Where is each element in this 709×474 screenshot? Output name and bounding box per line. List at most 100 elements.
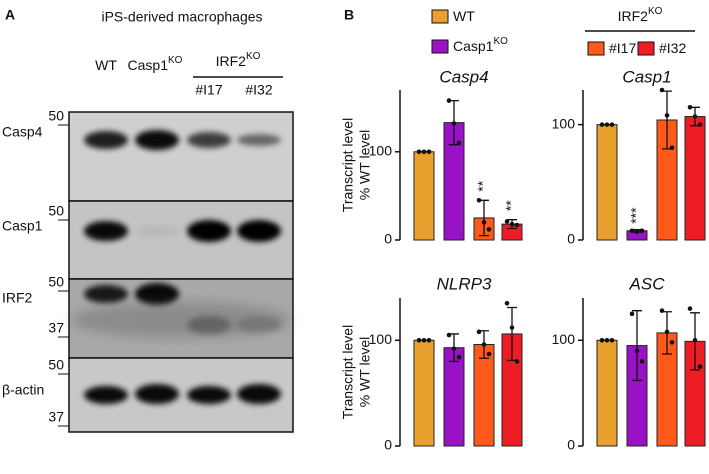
legend-label: #I17 xyxy=(609,40,636,56)
bar xyxy=(596,124,618,241)
chart-title: Casp4 xyxy=(439,67,488,86)
data-point xyxy=(481,220,487,225)
data-point xyxy=(599,122,605,127)
data-point xyxy=(664,329,670,335)
blot-name: IRF2 xyxy=(2,290,33,306)
lane-label: #I32 xyxy=(245,82,272,98)
data-point xyxy=(629,311,635,317)
chart-title: NLRP3 xyxy=(437,274,492,293)
data-point xyxy=(604,337,610,343)
data-point xyxy=(687,105,693,110)
blot-band xyxy=(187,132,231,148)
blot-band xyxy=(84,131,128,149)
data-point xyxy=(629,228,635,234)
significance: ** xyxy=(475,180,491,191)
bar xyxy=(596,339,618,447)
data-point xyxy=(697,122,703,127)
data-point xyxy=(609,122,615,127)
blot-band xyxy=(237,134,281,146)
legend-swatch xyxy=(637,41,655,56)
blot-band xyxy=(84,285,128,303)
error-bar xyxy=(632,310,642,382)
data-point xyxy=(421,149,427,155)
group-label-sup: KO xyxy=(246,51,261,62)
data-point xyxy=(692,337,698,343)
data-point xyxy=(604,122,610,127)
data-point xyxy=(486,351,492,357)
data-point xyxy=(451,121,457,126)
data-point xyxy=(456,354,462,360)
data-point xyxy=(486,227,492,232)
y-tick-label: 0 xyxy=(384,437,392,453)
data-point xyxy=(639,228,645,234)
blot-band xyxy=(135,283,179,305)
group-label-base: IRF2 xyxy=(216,53,247,69)
blot-frame xyxy=(68,357,294,433)
y-axis-label: Transcript level xyxy=(340,325,356,419)
significance: *** xyxy=(628,207,644,224)
legend-label: #I32 xyxy=(659,40,686,56)
y-tick-label: 100 xyxy=(369,142,393,158)
data-point xyxy=(421,337,427,343)
data-point xyxy=(509,325,515,330)
bar xyxy=(473,344,495,447)
marker-label: 50 xyxy=(48,357,64,373)
blot-band xyxy=(84,386,128,404)
marker-label: 50 xyxy=(48,203,64,219)
legend-label-base: #I17 xyxy=(609,40,636,56)
blot-name: Casp4 xyxy=(2,124,43,140)
group-label: IRF2KO xyxy=(216,51,261,69)
panel-title: iPS-derived macrophages xyxy=(101,9,262,25)
data-point xyxy=(634,348,640,354)
lane-label-base: WT xyxy=(95,57,117,73)
y-tick-label: 0 xyxy=(567,437,575,453)
marker-label: 50 xyxy=(48,108,64,124)
data-point xyxy=(697,364,703,370)
data-point xyxy=(664,113,670,118)
blot-band xyxy=(187,386,231,404)
lane-label-base: Casp1 xyxy=(128,57,169,73)
legend-label: Casp1KO xyxy=(453,36,508,54)
blot-band xyxy=(237,220,281,242)
lane-label: #I17 xyxy=(195,82,222,98)
y-axis-label: Transcript level xyxy=(340,118,356,212)
blot-band xyxy=(84,221,128,241)
blot-band xyxy=(135,130,179,150)
marker-label: 37 xyxy=(48,409,64,425)
chart-title: Casp1 xyxy=(622,67,671,86)
blot-background xyxy=(69,112,293,201)
y-tick-label: 100 xyxy=(369,331,393,347)
data-point xyxy=(669,145,675,150)
y-tick-label: 0 xyxy=(384,231,392,247)
significance: ** xyxy=(503,200,519,211)
data-point xyxy=(509,221,515,227)
legend-label-base: #I32 xyxy=(659,40,686,56)
y-tick-label: 100 xyxy=(552,115,576,131)
data-point xyxy=(599,337,605,343)
data-point xyxy=(416,149,422,155)
blot-band xyxy=(135,225,179,237)
data-point xyxy=(504,300,510,306)
marker-label: 37 xyxy=(48,320,64,336)
legend-label: WT xyxy=(453,8,475,24)
lane-label-sup: KO xyxy=(168,55,183,66)
y-tick-label: 100 xyxy=(552,331,576,347)
legend-label-base: WT xyxy=(453,8,475,24)
data-point xyxy=(659,87,665,93)
data-point xyxy=(634,229,640,235)
data-point xyxy=(446,332,452,338)
data-point xyxy=(481,342,487,347)
panel-label: B xyxy=(344,7,354,23)
blot-name: Casp1 xyxy=(2,218,43,234)
data-point xyxy=(659,308,665,313)
data-point xyxy=(426,149,432,155)
y-tick-label: 0 xyxy=(567,231,575,247)
data-point xyxy=(609,337,615,343)
data-point xyxy=(416,337,422,343)
data-point xyxy=(446,98,452,103)
data-point xyxy=(504,219,510,224)
data-point xyxy=(426,337,432,343)
data-point xyxy=(476,197,482,203)
